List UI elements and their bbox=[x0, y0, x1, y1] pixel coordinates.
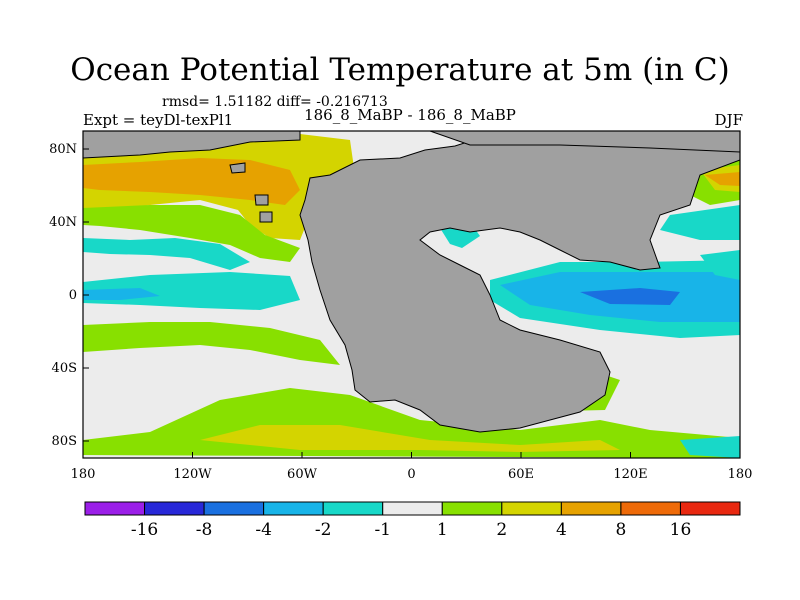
arctic-land-west bbox=[83, 131, 301, 159]
colorbar-label: -1 bbox=[374, 520, 391, 540]
center-label: 186_8_MaBP - 186_8_MaBP bbox=[304, 106, 516, 124]
lat-label-80n: 80N bbox=[49, 142, 77, 157]
south-green-band bbox=[83, 322, 340, 365]
colorbar-swatch bbox=[203, 501, 265, 516]
colorbar-label: -16 bbox=[131, 520, 158, 540]
lat-label-0: 0 bbox=[69, 288, 77, 303]
colorbar-label: 16 bbox=[670, 520, 692, 540]
equatorial-cyan-west bbox=[83, 272, 300, 310]
small-island-3 bbox=[259, 211, 273, 223]
north-warm-orange bbox=[83, 158, 300, 205]
chart-title: Ocean Potential Temperature at 5m (in C) bbox=[70, 52, 730, 88]
north-green-band bbox=[83, 205, 300, 262]
southern-cyan bbox=[680, 436, 740, 458]
lat-label-40n: 40N bbox=[49, 215, 77, 230]
lat-tick-marks bbox=[83, 148, 89, 442]
arctic-land-east bbox=[429, 131, 740, 153]
north-pacific-orange bbox=[705, 172, 740, 186]
lat-label-80s: 80S bbox=[52, 434, 77, 449]
colorbar-swatch bbox=[322, 501, 384, 516]
colorbar-label: 1 bbox=[437, 520, 448, 540]
colorbar-label: -2 bbox=[315, 520, 332, 540]
lon-label-60e: 60E bbox=[508, 467, 534, 482]
colorbar-swatch bbox=[144, 501, 205, 516]
lat-label-40s: 40S bbox=[52, 361, 77, 376]
map-field bbox=[83, 131, 740, 458]
colorbar-swatch bbox=[441, 501, 503, 516]
equatorial-deep-blue bbox=[580, 288, 680, 305]
tropical-cyan-west bbox=[83, 238, 250, 270]
colorbar-label: -4 bbox=[255, 520, 272, 540]
colorbar-swatch bbox=[679, 501, 741, 516]
season-label: DJF bbox=[714, 111, 743, 129]
lon-label-180w: 180 bbox=[71, 467, 96, 482]
lon-label-180e: 180 bbox=[728, 467, 753, 482]
colorbar-swatch bbox=[382, 501, 443, 516]
experiment-label: Expt = teyDl-texPl1 bbox=[83, 111, 234, 129]
colorbar-swatch bbox=[84, 501, 146, 516]
colorbar-label: 4 bbox=[556, 520, 567, 540]
colorbar-swatch bbox=[263, 501, 324, 516]
colorbar-swatch bbox=[620, 501, 681, 516]
colorbar-swatch bbox=[501, 501, 562, 516]
lon-tick-marks bbox=[82, 452, 741, 458]
lon-label-120w: 120W bbox=[173, 467, 212, 482]
lon-label-0: 0 bbox=[407, 467, 415, 482]
colorbar-label: -8 bbox=[196, 520, 213, 540]
colorbar: -16 -8 -4 -2 -1 1 2 4 8 16 bbox=[84, 501, 741, 540]
colorbar-label: 8 bbox=[615, 520, 626, 540]
north-pacific-cyan bbox=[660, 205, 740, 240]
small-island-1 bbox=[229, 162, 246, 174]
small-island-2 bbox=[254, 194, 269, 206]
lon-label-60w: 60W bbox=[287, 467, 318, 482]
lon-label-120e: 120E bbox=[613, 467, 647, 482]
stats-label: rmsd= 1.51182 diff= -0.216713 bbox=[162, 94, 388, 110]
colorbar-label: 2 bbox=[496, 520, 507, 540]
equatorial-blue-west bbox=[83, 288, 160, 300]
east-cyan bbox=[700, 250, 740, 280]
colorbar-swatch bbox=[560, 501, 622, 516]
southern-ocean-yellow bbox=[200, 425, 620, 452]
